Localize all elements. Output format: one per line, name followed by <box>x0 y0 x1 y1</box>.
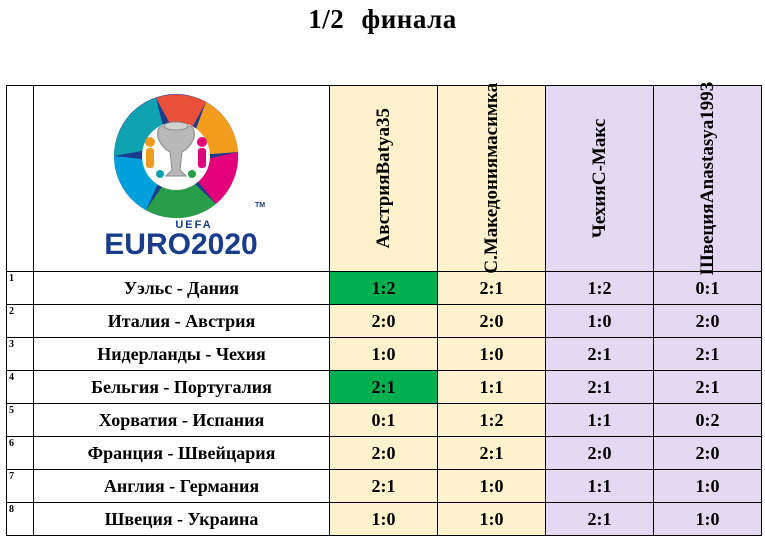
svg-text:EURO2020: EURO2020 <box>104 228 257 261</box>
match-row: 7 Англия - Германия 2:1 1:0 1:1 1:0 <box>6 469 762 503</box>
prediction-cell: 0:2 <box>653 403 762 437</box>
match-row: 6 Франция - Швейцария 2:0 2:1 2:0 2:0 <box>6 436 762 470</box>
player-name: Batya35 <box>372 108 394 175</box>
prediction-cell: 1:0 <box>437 469 546 503</box>
match-row: 3 Нидерланды - Чехия 1:0 1:0 2:1 2:1 <box>6 337 762 371</box>
player-header-2: С.Македония масимка <box>437 83 546 274</box>
prediction-cell: 2:1 <box>329 469 438 503</box>
prediction-cell: 1:0 <box>437 337 546 371</box>
prediction-cell: 1:0 <box>653 469 762 503</box>
prediction-cell: 1:1 <box>545 469 654 503</box>
player-team: Чехия <box>588 185 610 239</box>
player-name: масимка <box>480 83 502 158</box>
svg-text:TM: TM <box>255 202 265 209</box>
prediction-cell: 2:1 <box>329 370 438 404</box>
prediction-cell: 2:1 <box>545 370 654 404</box>
prediction-cell: 2:0 <box>545 436 654 470</box>
page-title: 1/2 финала <box>308 4 457 34</box>
match-name: Хорватия - Испания <box>33 403 330 437</box>
player-header-1: Австрия Batya35 <box>329 85 438 272</box>
row-number: 1 <box>6 271 34 305</box>
prediction-cell: 2:1 <box>545 337 654 371</box>
corner-cell <box>6 85 34 272</box>
logo-cell: UEFA TM EURO2020 <box>33 85 330 272</box>
prediction-cell: 1:0 <box>329 337 438 371</box>
prediction-cell: 2:0 <box>437 304 546 338</box>
prediction-cell: 1:0 <box>437 502 546 536</box>
prediction-cell: 2:1 <box>437 271 546 305</box>
header-row: UEFA TM EURO2020 Австрия Batya35 С.Макед… <box>6 82 762 276</box>
prediction-cell: 2:1 <box>437 436 546 470</box>
row-number: 5 <box>6 403 34 437</box>
row-number: 8 <box>6 502 34 536</box>
prediction-cell: 0:1 <box>653 271 762 305</box>
player-team: С.Македония <box>480 157 502 274</box>
prediction-cell: 2:1 <box>653 337 762 371</box>
row-number: 3 <box>6 337 34 371</box>
match-name: Англия - Германия <box>33 469 330 503</box>
player-team: Швеция <box>696 203 718 276</box>
match-row: 8 Швеция - Украина 1:0 1:0 2:1 1:0 <box>6 502 762 536</box>
prediction-cell: 1:0 <box>545 304 654 338</box>
prediction-cell: 0:1 <box>329 403 438 437</box>
player-name: С-Макс <box>588 118 610 186</box>
prediction-cell: 1:1 <box>437 370 546 404</box>
prediction-cell: 2:0 <box>653 304 762 338</box>
match-name: Уэльс - Дания <box>33 271 330 305</box>
match-name: Франция - Швейцария <box>33 436 330 470</box>
prediction-cell: 1:2 <box>437 403 546 437</box>
prediction-cell: 1:2 <box>545 271 654 305</box>
prediction-cell: 1:1 <box>545 403 654 437</box>
player-header-4: Швеция Anastasya1993 <box>653 82 762 276</box>
prediction-cell: 2:1 <box>545 502 654 536</box>
row-number: 7 <box>6 469 34 503</box>
prediction-cell: 2:0 <box>329 304 438 338</box>
prediction-cell: 2:1 <box>653 370 762 404</box>
player-team: Австрия <box>372 174 394 249</box>
predictions-table: UEFA TM EURO2020 Австрия Batya35 С.Макед… <box>6 82 762 536</box>
player-header-3: Чехия С-Макс <box>545 85 654 272</box>
match-name: Бельгия - Португалия <box>33 370 330 404</box>
match-name: Италия - Австрия <box>33 304 330 338</box>
match-row: 4 Бельгия - Португалия 2:1 1:1 2:1 2:1 <box>6 370 762 404</box>
match-row: 5 Хорватия - Испания 0:1 1:2 1:1 0:2 <box>6 403 762 437</box>
match-row: 1 Уэльс - Дания 1:2 2:1 1:2 0:1 <box>6 271 762 305</box>
row-number: 2 <box>6 304 34 338</box>
player-name: Anastasya1993 <box>696 81 718 204</box>
prediction-cell: 1:0 <box>329 502 438 536</box>
prediction-cell: 1:2 <box>329 271 438 305</box>
prediction-cell: 1:0 <box>653 502 762 536</box>
prediction-cell: 2:0 <box>653 436 762 470</box>
match-name: Нидерланды - Чехия <box>33 337 330 371</box>
match-row: 2 Италия - Австрия 2:0 2:0 1:0 2:0 <box>6 304 762 338</box>
row-number: 4 <box>6 370 34 404</box>
prediction-cell: 2:0 <box>329 436 438 470</box>
row-number: 6 <box>6 436 34 470</box>
euro2020-logo: UEFA TM EURO2020 <box>104 94 265 261</box>
match-name: Швеция - Украина <box>33 502 330 536</box>
svg-text:UEFA: UEFA <box>175 219 212 231</box>
